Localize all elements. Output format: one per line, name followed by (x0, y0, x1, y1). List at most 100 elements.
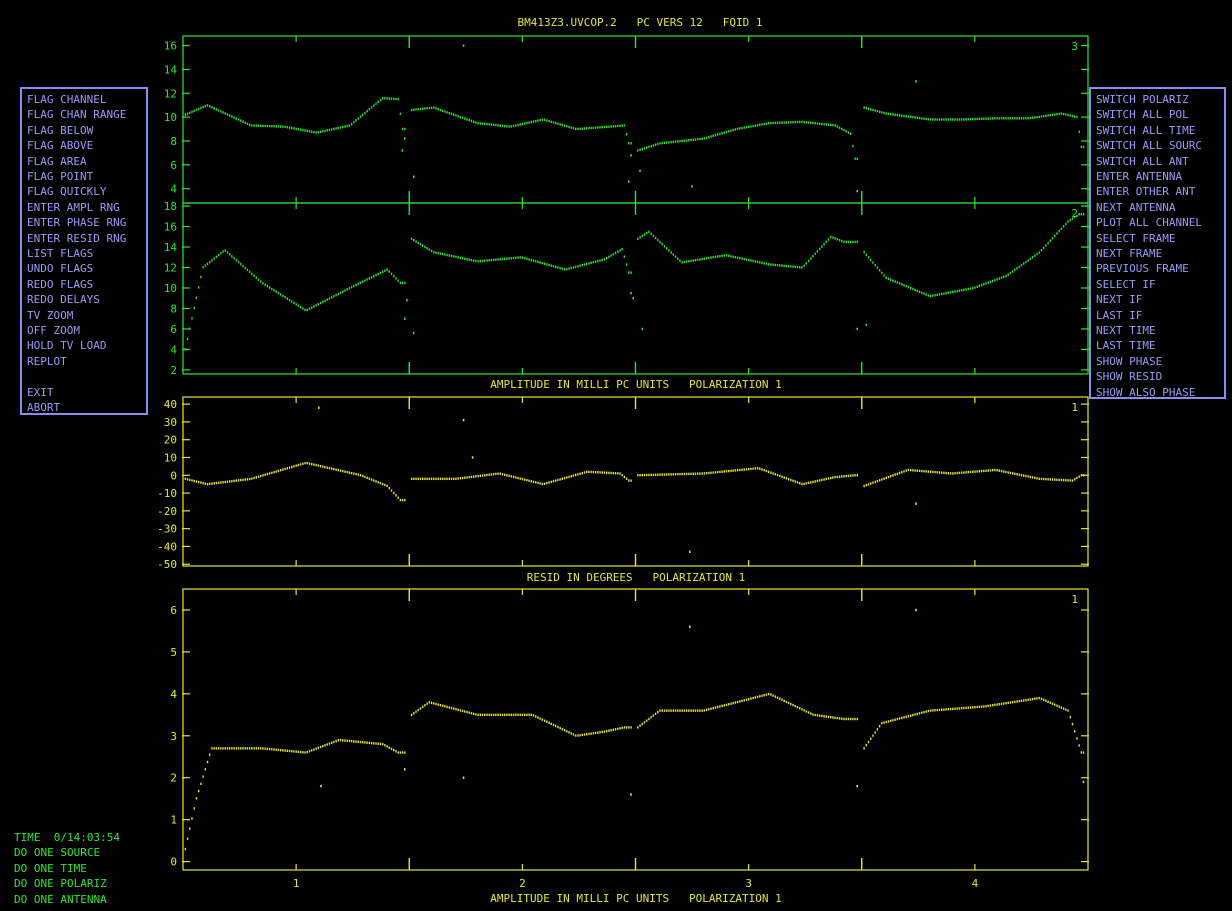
data-point (710, 471, 712, 474)
data-point (257, 124, 260, 127)
menu-item-flag-area[interactable]: FLAG AREA (27, 154, 87, 168)
data-point (1016, 473, 1018, 476)
data-point (849, 240, 852, 244)
menu-item-hold-tv-load[interactable]: HOLD TV LOAD (27, 339, 107, 353)
data-point (983, 117, 985, 120)
menu-item-next-if[interactable]: NEXT IF (1096, 293, 1143, 307)
data-point (621, 474, 623, 477)
menu-item-show-also-phase[interactable]: SHOW ALSO PHASE (1096, 385, 1196, 399)
menu-item-enter-phase-rng[interactable]: ENTER PHASE RNG (27, 216, 127, 230)
data-point (499, 713, 501, 717)
data-point (960, 471, 963, 474)
data-point (328, 297, 331, 300)
data-point (1067, 479, 1069, 482)
data-point (1080, 474, 1083, 477)
menu-item-last-time[interactable]: LAST TIME (1096, 339, 1156, 353)
menu-item-select-if[interactable]: SELECT IF (1096, 277, 1156, 291)
menu-item-replot[interactable]: REPLOT (27, 354, 67, 368)
menu-item-enter-antenna[interactable]: ENTER ANTENNA (1096, 170, 1183, 183)
menu-item-list-flags[interactable]: LIST FLAGS (27, 247, 94, 260)
data-point (723, 254, 726, 257)
menu-item-flag-chan-range[interactable]: FLAG CHAN RANGE (27, 108, 127, 122)
data-point (827, 238, 830, 241)
menu-item-switch-all-time[interactable]: SWITCH ALL TIME (1096, 123, 1196, 137)
menu-item-undo-flags[interactable]: UNDO FLAGS (27, 262, 94, 276)
data-point (867, 256, 870, 259)
data-point (705, 472, 708, 475)
data-point (291, 750, 293, 753)
data-point (570, 126, 572, 129)
data-point (384, 483, 386, 487)
menu-item-last-if[interactable]: LAST IF (1096, 308, 1143, 322)
menu-item-flag-quickly[interactable]: FLAG QUICKLY (27, 185, 107, 199)
data-point (719, 470, 721, 474)
data-point (322, 130, 324, 133)
data-point (938, 293, 941, 296)
menu-item-show-phase[interactable]: SHOW PHASE (1096, 354, 1163, 368)
menu-item-switch-polariz[interactable]: SWITCH POLARIZ (1096, 93, 1189, 106)
data-point (863, 106, 865, 109)
data-point (433, 702, 435, 705)
menu-item-tv-zoom[interactable]: TV ZOOM (27, 308, 74, 322)
data-point (368, 477, 371, 480)
data-point (364, 111, 366, 115)
menu-item-redo-flags[interactable]: REDO FLAGS (27, 277, 94, 291)
menu-item-next-frame[interactable]: NEXT FRAME (1096, 247, 1163, 260)
menu-item-redo-delays[interactable]: REDO DELAYS (27, 293, 100, 307)
data-point (255, 476, 257, 479)
data-point (779, 264, 781, 267)
menu-item-enter-other-ant[interactable]: ENTER OTHER ANT (1096, 185, 1196, 199)
menu-item-abort[interactable]: ABORT (27, 401, 61, 414)
data-point (506, 125, 508, 128)
data-point (925, 293, 927, 296)
data-point (410, 237, 413, 241)
data-point (193, 807, 195, 810)
menu-item-previous-frame[interactable]: PREVIOUS FRAME (1096, 262, 1189, 276)
data-point (437, 251, 439, 255)
menu-item-switch-all-sourc[interactable]: SWITCH ALL SOURC (1096, 139, 1202, 153)
menu-item-switch-all-pol[interactable]: SWITCH ALL POL (1096, 108, 1189, 122)
menu-item-exit[interactable]: EXIT (27, 385, 54, 399)
data-point (996, 117, 998, 120)
menu-item-enter-resid-rng[interactable]: ENTER RESID RNG (27, 231, 127, 245)
data-point (688, 472, 690, 476)
data-point (985, 705, 987, 708)
data-point (947, 291, 950, 294)
menu-item-show-resid[interactable]: SHOW RESID (1096, 370, 1163, 384)
menu-item-flag-above[interactable]: FLAG ABOVE (27, 139, 94, 153)
data-point (319, 745, 322, 749)
data-point (299, 128, 302, 131)
menu-item-switch-all-ant[interactable]: SWITCH ALL ANT (1096, 154, 1189, 168)
menu-item-next-time[interactable]: NEXT TIME (1096, 324, 1156, 337)
menu-item-enter-ampl-rng[interactable]: ENTER AMPL RNG (27, 200, 120, 214)
menu-item-select-frame[interactable]: SELECT FRAME (1096, 231, 1176, 245)
data-point (330, 467, 333, 470)
data-point (395, 277, 397, 280)
data-point (479, 122, 482, 125)
data-point (708, 256, 710, 260)
menu-item-next-antenna[interactable]: NEXT ANTENNA (1096, 200, 1176, 214)
panel-frame (182, 202, 1089, 375)
data-point (646, 146, 648, 149)
menu-item-flag-point[interactable]: FLAG POINT (27, 170, 94, 183)
menu-item-flag-below[interactable]: FLAG BELOW (27, 123, 94, 137)
data-point (455, 114, 457, 117)
data-point (652, 714, 655, 717)
data-point (972, 117, 974, 121)
data-point (612, 471, 615, 475)
data-point (936, 708, 938, 712)
data-point (273, 289, 275, 292)
data-point (887, 277, 890, 280)
menu-item-off-zoom[interactable]: OFF ZOOM (27, 324, 80, 337)
menu-item-flag-channel[interactable]: FLAG CHANNEL (27, 93, 107, 106)
data-point (299, 750, 302, 754)
data-point (397, 279, 399, 282)
data-point (623, 475, 626, 479)
data-point (770, 471, 772, 474)
data-point (921, 291, 923, 294)
data-point (200, 481, 202, 484)
data-point (466, 710, 468, 714)
menu-item-plot-all-channel[interactable]: PLOT ALL CHANNEL (1096, 216, 1202, 230)
data-point (798, 707, 801, 710)
